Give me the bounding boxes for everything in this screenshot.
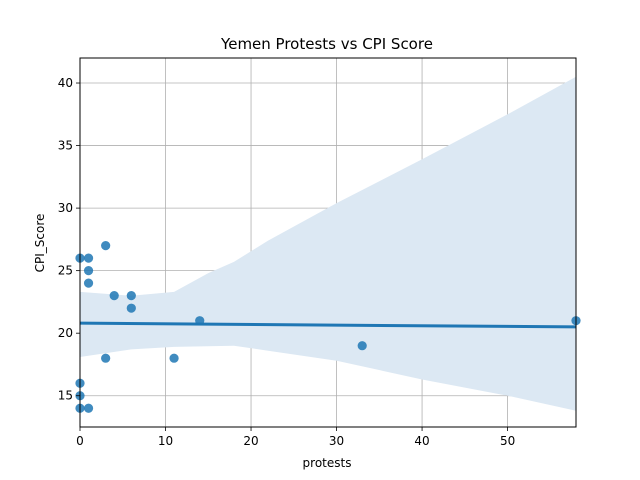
chart-title: Yemen Protests vs CPI Score: [220, 35, 433, 53]
y-tick-label: 15: [58, 389, 73, 403]
x-tick-label: 50: [500, 434, 515, 448]
confidence-band: [80, 76, 576, 411]
data-point: [101, 241, 111, 251]
confidence-band-area: [80, 76, 576, 411]
y-tick-label: 30: [58, 201, 73, 215]
data-point: [126, 291, 136, 301]
x-tick-label: 40: [414, 434, 429, 448]
x-tick-label: 30: [329, 434, 344, 448]
data-point: [357, 341, 367, 351]
data-points: [75, 241, 581, 413]
x-tick-label: 0: [76, 434, 84, 448]
data-point: [83, 253, 94, 263]
data-point: [109, 291, 119, 301]
y-tick-label: 40: [58, 76, 73, 90]
data-point: [83, 403, 94, 413]
plot-frame: [79, 57, 577, 428]
y-tick-label: 20: [58, 326, 73, 340]
data-point: [195, 316, 205, 326]
regression-line-group: [79, 321, 577, 329]
data-point: [83, 266, 94, 276]
y-tick-label: 35: [58, 139, 73, 153]
y-tick-label: 25: [58, 264, 73, 278]
regression-line: [79, 321, 577, 329]
x-tick-label: 20: [243, 434, 258, 448]
y-axis-label: CPI_Score: [33, 214, 47, 273]
data-point: [83, 278, 94, 288]
x-axis-label: protests: [303, 456, 352, 470]
data-point: [169, 353, 179, 363]
axis-ticks: 0 10 20 30 40 50 15 20 25 30 35 40: [58, 76, 516, 448]
data-point: [101, 353, 111, 363]
x-tick-label: 10: [158, 434, 173, 448]
data-point: [126, 303, 136, 313]
